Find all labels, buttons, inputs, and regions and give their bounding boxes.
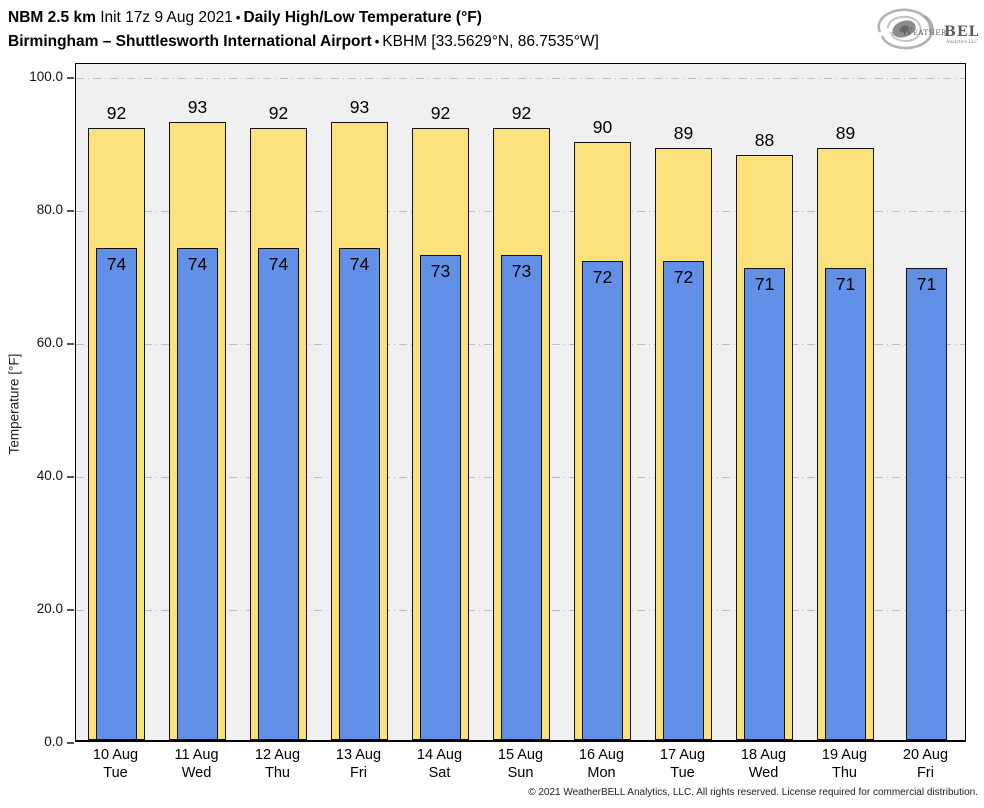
gridline-100.0 [76, 78, 965, 79]
x-tick-label: 16 Aug Mon [561, 746, 642, 782]
x-tick-date: 13 Aug [335, 747, 382, 763]
low-bar [582, 261, 623, 740]
x-tick-label: 17 Aug Tue [642, 746, 723, 782]
x-tick-label: 20 Aug Fri [885, 746, 966, 782]
high-value-label: 89 [673, 123, 694, 144]
low-value-label: 74 [349, 253, 370, 274]
y-tick-label: 80.0 [36, 202, 63, 217]
x-tick-date: 12 Aug [254, 747, 301, 763]
x-tick-label: 10 Aug Tue [75, 746, 156, 782]
x-tick-date: 19 Aug [821, 747, 868, 763]
x-tick-day: Thu [265, 765, 290, 781]
x-tick-date: 10 Aug [92, 747, 139, 763]
x-tick-date: 20 Aug [902, 747, 949, 763]
low-bar [258, 247, 299, 740]
y-tick-mark [67, 609, 74, 611]
y-tick-label: 100.0 [29, 69, 63, 84]
low-value-label: 74 [187, 253, 208, 274]
hurricane-swirl-icon: Weather BELL Analytics LLC [877, 8, 984, 50]
low-bar [96, 247, 137, 740]
chart-header: NBM 2.5 km Init 17z 9 Aug 2021 • Daily Hig… [8, 6, 599, 54]
x-tick-date: 15 Aug [497, 747, 544, 763]
y-tick-label: 60.0 [36, 335, 63, 350]
low-bar [420, 254, 461, 740]
bullet-separator: • [235, 10, 241, 25]
plot-area: 92 74 93 74 92 74 93 74 92 73 92 73 90 72 89 72 88 71 89 71… [75, 63, 966, 742]
y-tick-label: 0.0 [44, 734, 63, 749]
x-tick-date: 18 Aug [740, 747, 787, 763]
low-value-label: 73 [511, 260, 532, 281]
weatherbell-logo: Weather BELL Analytics LLC [866, 2, 984, 54]
x-tick-date: 11 Aug [174, 747, 219, 763]
x-tick-label: 14 Aug Sat [399, 746, 480, 782]
high-value-label: 92 [430, 103, 451, 124]
low-bar [744, 267, 785, 740]
x-tick-date: 14 Aug [416, 747, 463, 763]
y-tick-mark [67, 77, 74, 79]
x-tick-label: 12 Aug Thu [237, 746, 318, 782]
low-bar [663, 261, 704, 740]
init-time: Init 17z 9 Aug 2021 [100, 9, 233, 26]
x-tick-day: Wed [748, 765, 779, 781]
bullet-separator: • [374, 34, 380, 49]
high-value-label: 89 [835, 123, 856, 144]
low-value-label: 72 [592, 267, 613, 288]
x-tick-day: Fri [350, 765, 367, 781]
x-tick-day: Thu [832, 765, 857, 781]
high-value-label: 93 [187, 96, 208, 117]
y-axis-title: Temperature [°F] [6, 353, 22, 455]
chart-subtitle-line: Birmingham – Shuttlesworth International… [8, 30, 599, 54]
low-value-label: 73 [430, 260, 451, 281]
x-tick-day: Wed [181, 765, 212, 781]
y-tick-mark [67, 742, 74, 744]
x-tick-day: Tue [103, 765, 128, 781]
logo-bell-text: BELL [944, 24, 980, 40]
low-value-label: 71 [754, 273, 775, 294]
product-name: Daily High/Low Temperature (°F) [243, 9, 482, 26]
low-bar [339, 247, 380, 740]
high-value-label: 90 [592, 116, 613, 137]
high-value-label: 93 [349, 96, 370, 117]
low-value-label: 74 [106, 253, 127, 274]
station-coordinates: KBHM [33.5629°N, 86.7535°W] [382, 33, 599, 50]
high-value-label: 92 [268, 103, 289, 124]
low-value-label: 74 [268, 253, 289, 274]
y-tick-label: 40.0 [36, 468, 63, 483]
x-tick-label: 11 Aug Wed [156, 746, 237, 782]
y-tick-mark [67, 210, 74, 212]
x-tick-day: Sat [428, 765, 451, 781]
low-bar [825, 267, 866, 740]
logo-analytics-text: Analytics LLC [945, 39, 978, 45]
x-tick-day: Sun [507, 765, 534, 781]
x-tick-label: 13 Aug Fri [318, 746, 399, 782]
low-value-label: 71 [916, 273, 937, 294]
low-bar [501, 254, 542, 740]
low-bar [177, 247, 218, 740]
copyright-notice: © 2021 WeatherBELL Analytics, LLC. All r… [528, 787, 978, 798]
location-name: Birmingham – Shuttlesworth International… [8, 33, 372, 50]
x-tick-date: 16 Aug [578, 747, 625, 763]
high-value-label: 92 [106, 103, 127, 124]
x-tick-label: 15 Aug Sun [480, 746, 561, 782]
high-value-label: 92 [511, 103, 532, 124]
x-tick-day: Mon [587, 765, 616, 781]
low-value-label: 71 [835, 273, 856, 294]
x-tick-date: 17 Aug [659, 747, 706, 763]
high-value-label: 88 [754, 129, 775, 150]
low-value-label: 72 [673, 267, 694, 288]
y-tick-mark [67, 343, 74, 345]
y-tick-mark [67, 476, 74, 478]
low-bar [906, 267, 947, 740]
x-tick-day: Fri [917, 765, 934, 781]
logo-weather-text: Weather [902, 27, 947, 38]
x-tick-label: 19 Aug Thu [804, 746, 885, 782]
x-tick-label: 18 Aug Wed [723, 746, 804, 782]
chart-title-line: NBM 2.5 km Init 17z 9 Aug 2021 • Daily Hig… [8, 6, 599, 30]
x-tick-day: Tue [670, 765, 695, 781]
model-name: NBM 2.5 km [8, 9, 96, 26]
y-tick-label: 20.0 [36, 601, 63, 616]
